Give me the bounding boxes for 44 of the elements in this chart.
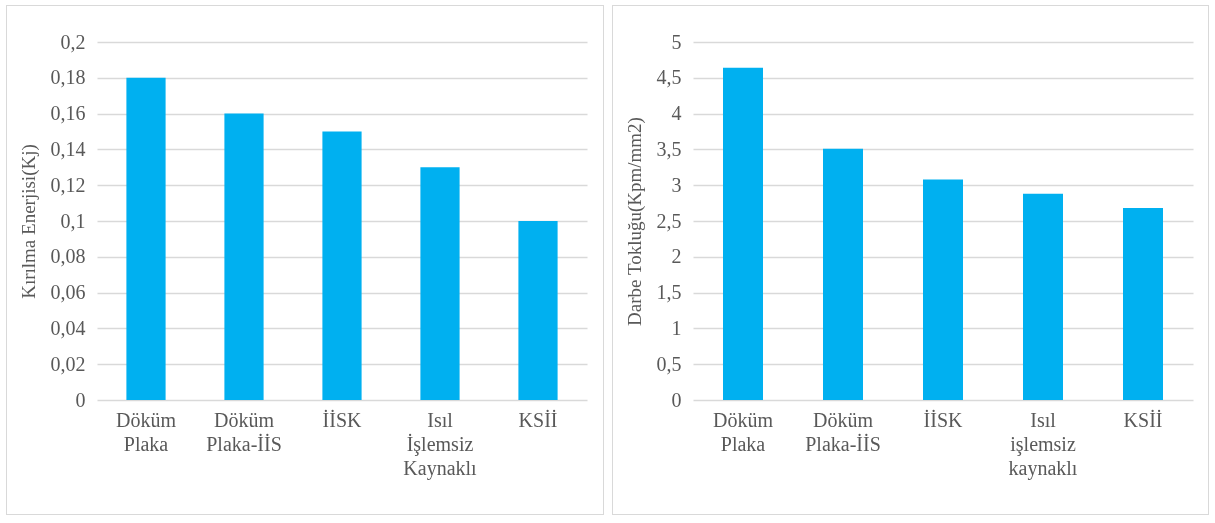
y-axis-title: Darbe Tokluğu(Kpm/mm2): [623, 117, 645, 326]
y-tick-label: 0,5: [656, 352, 681, 375]
y-tick-label: 5: [671, 30, 681, 53]
x-tick-label: KSİİ: [1123, 408, 1162, 431]
bar: [224, 113, 264, 400]
x-tick-label: KSİİ: [518, 408, 558, 431]
y-tick-label: 0,14: [50, 137, 86, 160]
x-tick-label: İİSK: [923, 408, 963, 431]
y-axis-title: Kırılma Enerjisi(Kj): [17, 144, 40, 299]
y-tick-label: 4,5: [656, 66, 681, 89]
x-tick-label: Döküm Plaka-İİS: [206, 408, 282, 455]
bar: [722, 67, 763, 400]
x-tick-label: Isıl işlemsiz kaynaklı: [1008, 408, 1078, 480]
x-tick-label: Döküm Plaka: [116, 408, 177, 455]
bar: [126, 77, 166, 400]
y-tick-label: 2,5: [656, 209, 681, 232]
y-tick-label: 3: [671, 173, 681, 196]
y-tick-label: 0,18: [50, 66, 86, 89]
bar: [922, 179, 963, 400]
y-tick-label: 0: [671, 388, 681, 411]
y-tick-label: 0: [75, 388, 86, 411]
y-tick-label: 0,08: [50, 245, 86, 268]
y-tick-label: 2: [671, 245, 681, 268]
y-tick-label: 3,5: [656, 137, 681, 160]
x-tick-label: Döküm Plaka-İİS: [804, 408, 881, 455]
y-tick-label: 1,5: [656, 281, 681, 304]
y-tick-label: 1: [671, 316, 681, 339]
y-tick-label: 0,2: [60, 30, 86, 53]
x-tick-label: Döküm Plaka: [712, 408, 773, 455]
bar: [420, 167, 460, 400]
x-tick-label: İİSK: [322, 408, 362, 431]
y-tick-label: 0,12: [50, 173, 86, 196]
bar: [822, 148, 863, 400]
y-tick-label: 0,16: [50, 102, 86, 125]
y-tick-label: 0,02: [50, 352, 86, 375]
x-tick-label: Isıl İşlemsiz Kaynaklı: [403, 408, 478, 480]
bar: [322, 131, 362, 400]
y-tick-label: 4: [671, 102, 681, 125]
bar: [518, 221, 558, 400]
bar: [1022, 193, 1063, 400]
y-tick-label: 0,1: [60, 209, 86, 232]
bar: [1122, 208, 1163, 400]
y-tick-label: 0,06: [50, 281, 86, 304]
y-tick-label: 0,04: [50, 316, 86, 339]
